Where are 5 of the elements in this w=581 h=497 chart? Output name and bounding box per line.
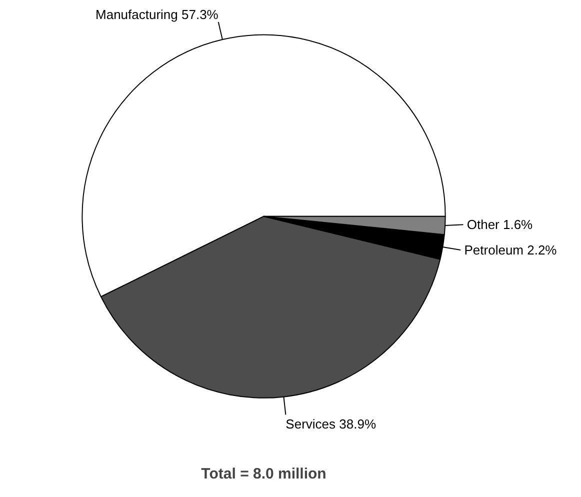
slice-label: Petroleum 2.2% bbox=[464, 242, 558, 258]
slice-label: Services 38.9% bbox=[286, 416, 376, 432]
slice-label: Manufacturing 57.3% bbox=[96, 7, 219, 22]
slice-label: Other 1.6% bbox=[466, 217, 534, 232]
text: Total = 8.0 million bbox=[201, 465, 326, 482]
